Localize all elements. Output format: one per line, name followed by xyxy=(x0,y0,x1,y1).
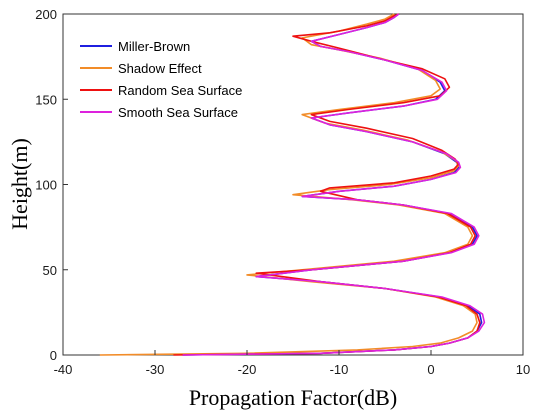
legend: Miller-Brown Shadow Effect Random Sea Surf… xyxy=(80,39,242,120)
series-layer xyxy=(99,13,486,356)
x-tick-label: -40 xyxy=(54,362,73,377)
y-axis-title: Height(m) xyxy=(7,138,32,230)
x-tick-label: -30 xyxy=(146,362,165,377)
x-tick-label: -10 xyxy=(330,362,349,377)
y-tick-label: 100 xyxy=(35,178,57,193)
y-tick-label: 200 xyxy=(35,7,57,22)
y-tick-label: 150 xyxy=(35,92,57,107)
legend-label: Smooth Sea Surface xyxy=(118,105,238,120)
x-tick-label: -20 xyxy=(238,362,257,377)
x-tick-label: 0 xyxy=(427,362,434,377)
x-tick-label: 10 xyxy=(516,362,530,377)
legend-label: Miller-Brown xyxy=(118,39,190,54)
y-tick-label: 50 xyxy=(43,263,57,278)
legend-label: Shadow Effect xyxy=(118,61,202,76)
series-line-smooth-sea-surface xyxy=(182,13,486,356)
x-axis-title: Propagation Factor(dB) xyxy=(189,385,397,410)
legend-label: Random Sea Surface xyxy=(118,83,242,98)
y-tick-label: 0 xyxy=(50,348,57,363)
